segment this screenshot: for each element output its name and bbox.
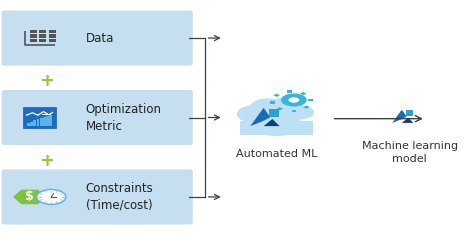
Bar [271, 101, 275, 103]
Bar [39, 39, 46, 42]
Text: +: + [39, 152, 54, 170]
Bar [49, 35, 56, 38]
Text: $: $ [25, 190, 34, 204]
Bar [27, 123, 30, 126]
Polygon shape [402, 118, 413, 123]
Bar [30, 35, 37, 38]
Polygon shape [406, 110, 413, 116]
Bar [273, 94, 280, 97]
Bar [30, 30, 37, 33]
Bar [46, 116, 49, 126]
Circle shape [237, 105, 272, 123]
Circle shape [269, 98, 304, 115]
Bar [39, 30, 46, 33]
Bar [23, 107, 56, 128]
Bar [292, 110, 296, 112]
Circle shape [288, 97, 299, 103]
Bar [240, 121, 313, 135]
Bar [51, 30, 56, 33]
Circle shape [37, 189, 66, 204]
Circle shape [252, 108, 300, 132]
Circle shape [287, 105, 314, 119]
Bar [42, 114, 51, 115]
Text: Optimization
Metric: Optimization Metric [86, 102, 162, 133]
FancyBboxPatch shape [1, 169, 193, 224]
Bar [49, 115, 52, 126]
Bar [308, 99, 313, 101]
Bar [49, 189, 53, 190]
Bar [303, 106, 310, 109]
Bar [30, 122, 33, 126]
Bar [300, 92, 306, 95]
Bar [37, 119, 39, 126]
FancyBboxPatch shape [1, 90, 193, 145]
Bar [30, 39, 37, 42]
Bar [49, 30, 56, 33]
Bar [277, 107, 283, 110]
Polygon shape [293, 98, 295, 102]
Polygon shape [269, 109, 279, 117]
Text: +: + [39, 72, 54, 90]
Circle shape [39, 191, 64, 203]
Text: Machine learning
model: Machine learning model [362, 141, 458, 164]
Bar [39, 35, 46, 38]
Text: Automated ML: Automated ML [236, 149, 317, 159]
FancyBboxPatch shape [1, 11, 193, 66]
Bar [43, 117, 46, 126]
Circle shape [250, 98, 287, 117]
Polygon shape [250, 108, 270, 126]
Bar [40, 118, 43, 126]
Circle shape [281, 94, 307, 106]
Bar [287, 90, 292, 93]
Text: Data: Data [86, 31, 114, 45]
Circle shape [257, 117, 296, 136]
Bar [49, 39, 56, 42]
Polygon shape [392, 110, 407, 123]
Polygon shape [264, 119, 280, 126]
Text: Constraints
(Time/cost): Constraints (Time/cost) [86, 182, 153, 212]
Bar [33, 120, 36, 126]
